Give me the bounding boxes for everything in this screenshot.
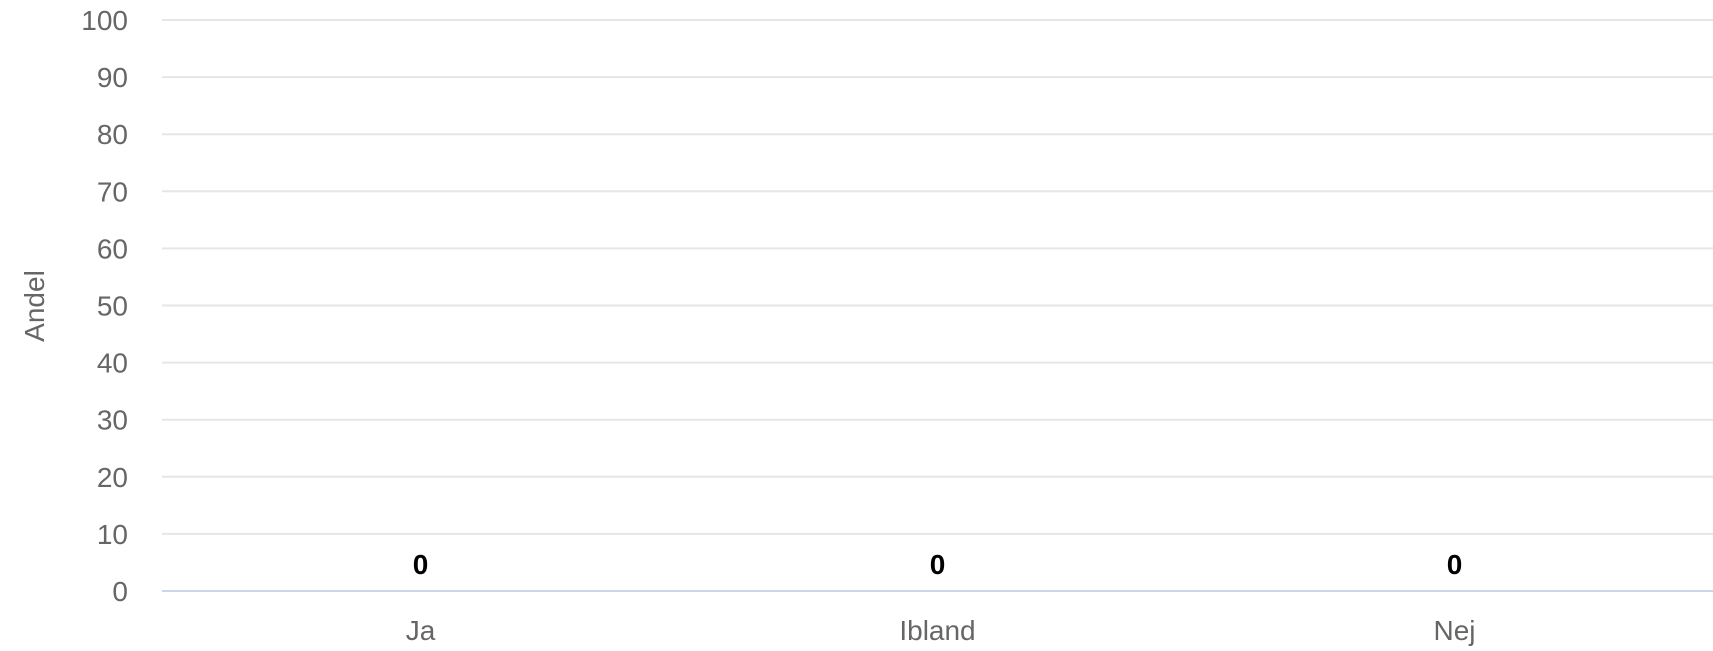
gridlines [162, 19, 1713, 592]
y-tick-label: 80 [97, 119, 128, 150]
data-label: 0 [930, 549, 946, 580]
y-tick-label: 90 [97, 62, 128, 93]
data-label: 0 [1447, 549, 1463, 580]
y-axis-ticks: 0 10 20 30 40 50 60 70 80 90 100 [81, 5, 128, 607]
y-tick-label: 20 [97, 462, 128, 493]
x-axis-ticks: Ja Ibland Nej [406, 615, 1476, 646]
y-tick-label: 10 [97, 519, 128, 550]
data-label: 0 [413, 549, 429, 580]
y-tick-label: 60 [97, 233, 128, 264]
y-axis-title: Andel [19, 270, 50, 342]
y-tick-label: 0 [112, 576, 128, 607]
x-tick-label: Nej [1433, 615, 1475, 646]
x-tick-label: Ibland [899, 615, 975, 646]
x-tick-label: Ja [406, 615, 436, 646]
data-labels: 00 00 00 [406, 542, 1470, 587]
y-tick-label: 40 [97, 348, 128, 379]
y-tick-label: 30 [97, 405, 128, 436]
y-tick-label: 50 [97, 291, 128, 322]
y-tick-label: 70 [97, 176, 128, 207]
y-tick-label: 100 [81, 5, 128, 36]
